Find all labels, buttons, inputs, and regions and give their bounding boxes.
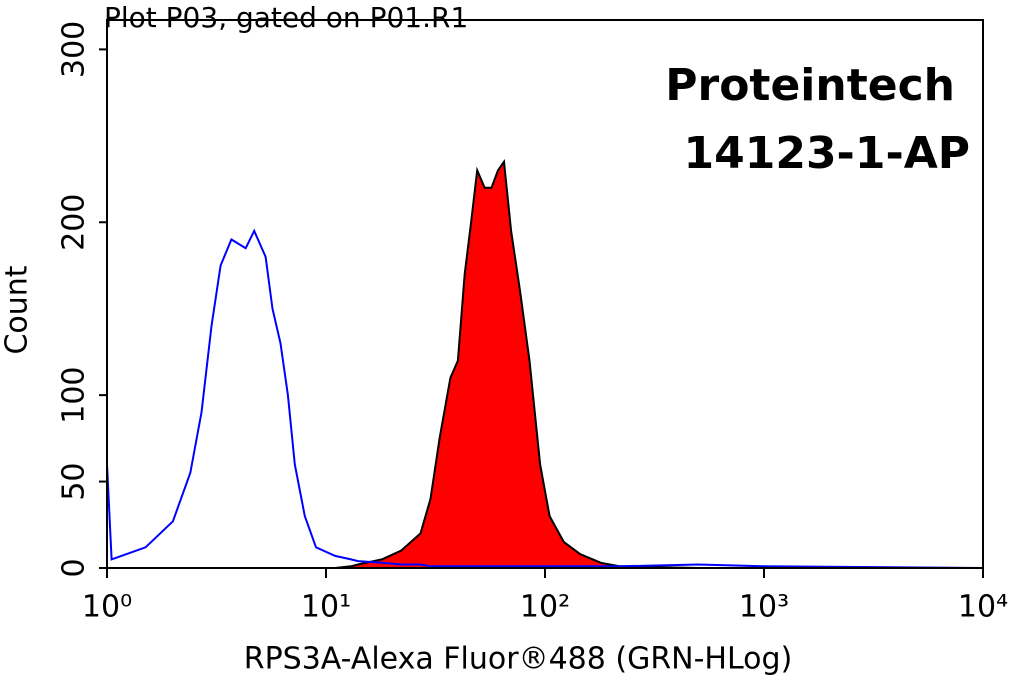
histogram-line [106,228,984,569]
y-tick-label: 300 [57,21,92,78]
y-tick-label: 100 [57,366,92,423]
x-tick-label: 10⁴ [958,590,1008,625]
x-tick-label: 10² [520,590,570,625]
chart-title: Plot P03, gated on P01.R1 [104,1,468,34]
x-tick-label: 10⁰ [82,590,132,625]
x-tick-label: 10¹ [301,590,351,625]
y-tick-label: 200 [57,194,92,251]
histogram-area [107,159,983,569]
y-tick-label: 0 [57,558,92,577]
y-axis-label: Count [0,265,35,354]
annotation: 14123-1-AP [683,128,970,179]
y-tick-label: 50 [57,462,92,500]
annotation: Proteintech [665,60,955,111]
x-tick-label: 10³ [739,590,789,625]
x-axis-label: RPS3A-Alexa Fluor®488 (GRN-HLog) [244,642,793,677]
